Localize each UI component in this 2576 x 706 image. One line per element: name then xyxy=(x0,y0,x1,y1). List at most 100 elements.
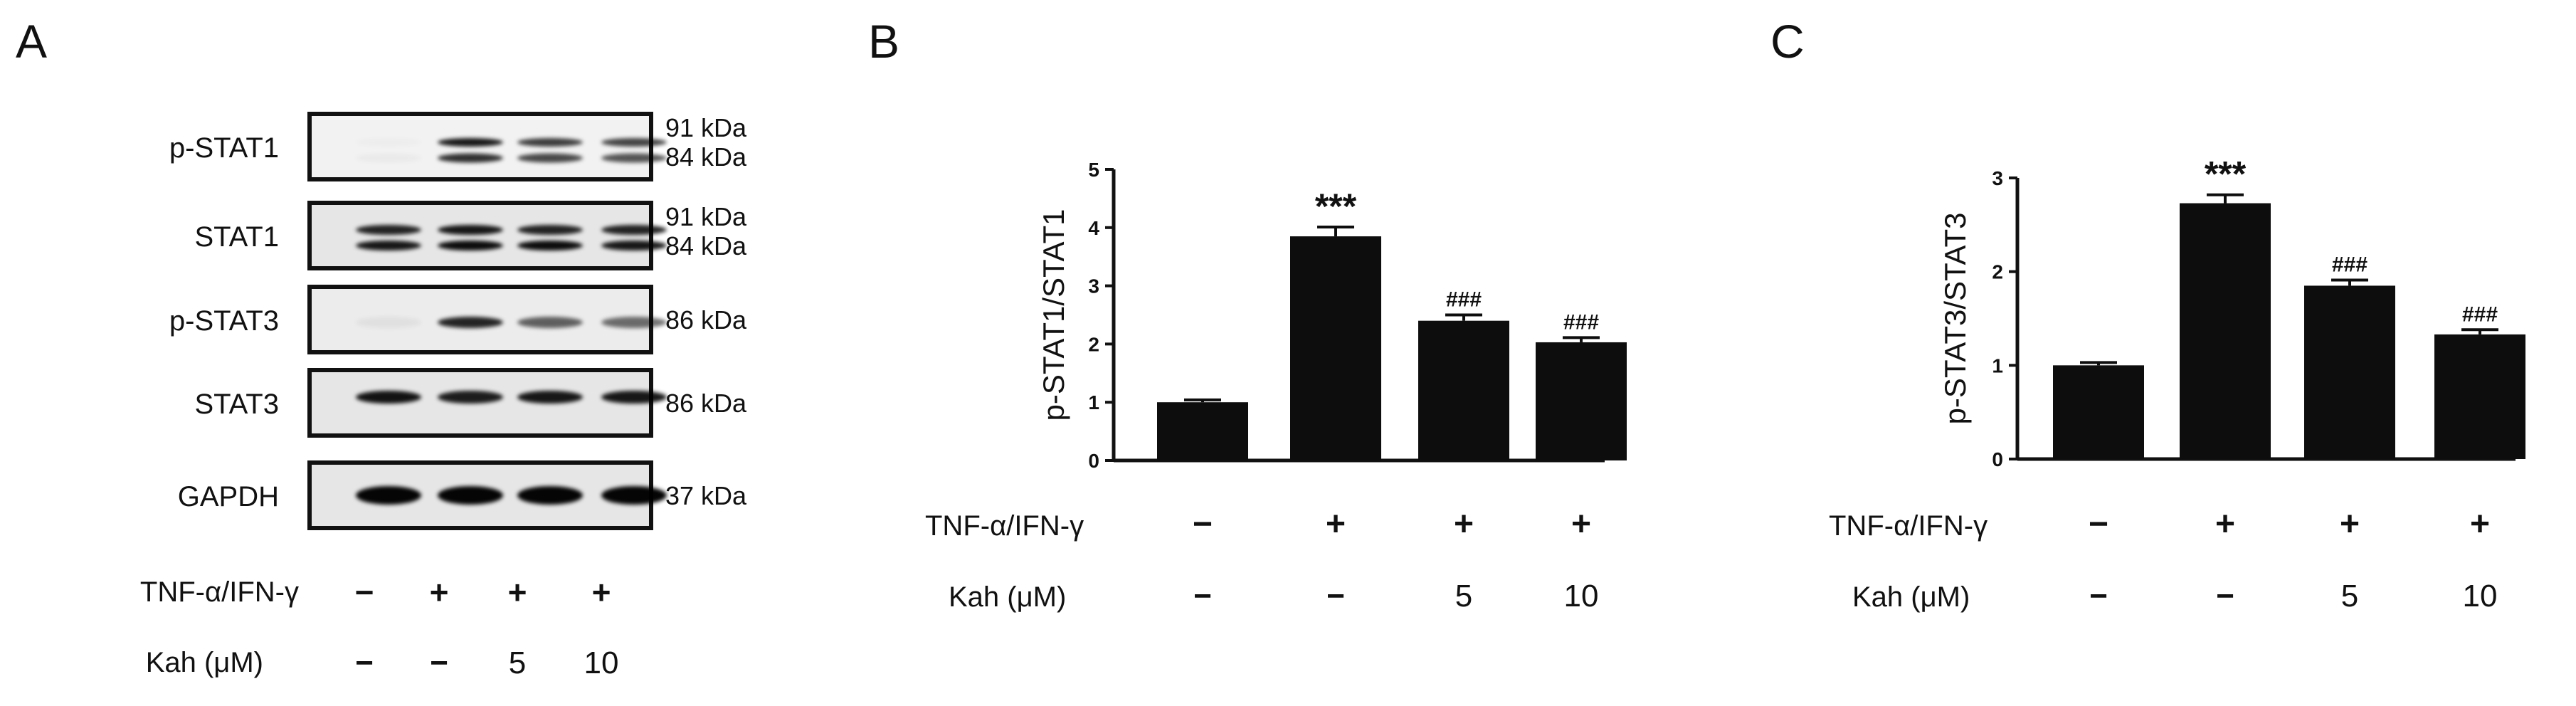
blot-band xyxy=(356,486,421,505)
treatment-sign: + xyxy=(2340,505,2360,543)
blot-row-label: p-STAT1 xyxy=(169,132,279,164)
blot-treatment-sign: + xyxy=(592,574,611,611)
blot-kda-label: 37 kDa xyxy=(665,481,747,510)
blot-band xyxy=(438,138,503,147)
kah-label: Kah (μM) xyxy=(949,581,1066,613)
kah-value: − xyxy=(2216,579,2234,613)
bar xyxy=(2053,365,2144,459)
blot-band xyxy=(438,225,503,235)
blot-kah-value: − xyxy=(355,646,374,680)
panel-label-b: B xyxy=(868,15,900,68)
blot-kda-label: 91 kDa xyxy=(665,202,747,231)
significance-annotation: ### xyxy=(2462,302,2498,326)
y-tick-label: 3 xyxy=(1088,275,1099,297)
blot-treatment-sign: + xyxy=(430,574,449,611)
blot-row-p-stat3 xyxy=(307,285,667,354)
kah-value: − xyxy=(1193,579,1212,613)
significance-annotation: ### xyxy=(1446,288,1482,312)
y-tick-label: 1 xyxy=(1992,354,2003,376)
blot-row-p-stat1 xyxy=(307,112,667,181)
blot-band xyxy=(438,241,503,251)
kah-value: 5 xyxy=(1455,579,1472,613)
panel-label-a: A xyxy=(16,15,48,68)
panel-label-c: C xyxy=(1770,15,1805,68)
blot-kah-value: 5 xyxy=(509,646,526,680)
blot-band xyxy=(601,138,667,147)
blot-band xyxy=(438,153,503,163)
blot-band xyxy=(356,241,421,251)
blot-band xyxy=(438,317,503,328)
y-tick-label: 0 xyxy=(1992,448,2003,470)
blot-box xyxy=(307,112,653,181)
blot-row-label: GAPDH xyxy=(178,481,279,512)
bar xyxy=(1157,402,1248,460)
y-tick-label: 5 xyxy=(1088,159,1099,181)
bar xyxy=(2180,203,2271,459)
blot-band xyxy=(356,317,421,328)
blot-box xyxy=(307,201,653,270)
bar-chart-b xyxy=(1105,168,1627,463)
blot-kda-label: 86 kDa xyxy=(665,389,747,418)
blot-treatment-label: TNF-α/IFN-γ xyxy=(140,576,299,608)
significance-annotation: ### xyxy=(2332,253,2368,277)
blot-row-gapdh xyxy=(307,460,667,530)
significance-annotation: ### xyxy=(1563,310,1599,334)
y-tick-label: 2 xyxy=(1992,261,2003,283)
kah-label: Kah (μM) xyxy=(1852,581,1970,613)
blot-kah-label: Kah (μM) xyxy=(146,647,263,678)
blot-band xyxy=(601,317,667,328)
bar xyxy=(1418,320,1509,460)
blot-kda-label: 84 kDa xyxy=(665,142,747,172)
blot-kah-value: − xyxy=(430,646,448,680)
bar xyxy=(1536,342,1627,460)
blot-kda-label: 91 kDa xyxy=(665,113,747,142)
bar xyxy=(2304,285,2395,459)
kah-value: − xyxy=(2089,579,2108,613)
treatment-label: TNF-α/IFN-γ xyxy=(925,510,1084,542)
blot-row-stat1 xyxy=(307,201,667,270)
blot-band xyxy=(356,138,421,147)
treatment-sign: + xyxy=(1454,505,1474,543)
blot-kah-value: 10 xyxy=(584,646,619,680)
bar-chart-c xyxy=(2009,176,2525,461)
blot-band xyxy=(601,391,667,404)
treatment-sign: + xyxy=(2215,505,2235,543)
blot-band xyxy=(517,138,583,147)
treatment-label: TNF-α/IFN-γ xyxy=(1829,510,1988,542)
y-tick-label: 0 xyxy=(1088,450,1099,472)
treatment-sign: − xyxy=(2089,505,2108,543)
bar xyxy=(1290,236,1381,460)
kah-value: 5 xyxy=(2341,579,2358,613)
blot-band xyxy=(517,241,583,251)
blot-treatment-sign: + xyxy=(508,574,527,611)
blot-band xyxy=(601,486,667,505)
treatment-sign: + xyxy=(1326,505,1346,543)
blot-kda-label: 84 kDa xyxy=(665,231,747,260)
y-tick-label: 4 xyxy=(1088,217,1099,239)
y-tick-label: 1 xyxy=(1088,391,1099,413)
bar xyxy=(2434,334,2525,459)
blot-band xyxy=(356,225,421,235)
blot-band xyxy=(601,153,667,163)
blot-row-label: STAT3 xyxy=(194,389,279,420)
blot-band xyxy=(438,486,503,505)
blot-band xyxy=(356,154,421,163)
treatment-sign: − xyxy=(1193,505,1213,543)
kah-value: 10 xyxy=(1564,579,1599,613)
treatment-sign: + xyxy=(1571,505,1591,543)
blot-row-label: p-STAT3 xyxy=(169,305,279,337)
kah-value: 10 xyxy=(2463,579,2498,613)
y-tick-label: 3 xyxy=(1992,167,2003,189)
y-tick-label: 2 xyxy=(1088,333,1099,355)
blot-band xyxy=(601,241,667,251)
y-axis-label: p-STAT3/STAT3 xyxy=(1938,213,1972,425)
blot-band xyxy=(517,391,583,404)
treatment-sign: + xyxy=(2470,505,2490,543)
blot-kda-label: 86 kDa xyxy=(665,305,747,334)
blot-treatment-sign: − xyxy=(355,574,374,611)
blot-band xyxy=(438,391,503,404)
y-axis-label: p-STAT1/STAT1 xyxy=(1037,209,1070,421)
blot-row-stat3 xyxy=(307,368,667,438)
significance-annotation: *** xyxy=(2205,154,2247,194)
